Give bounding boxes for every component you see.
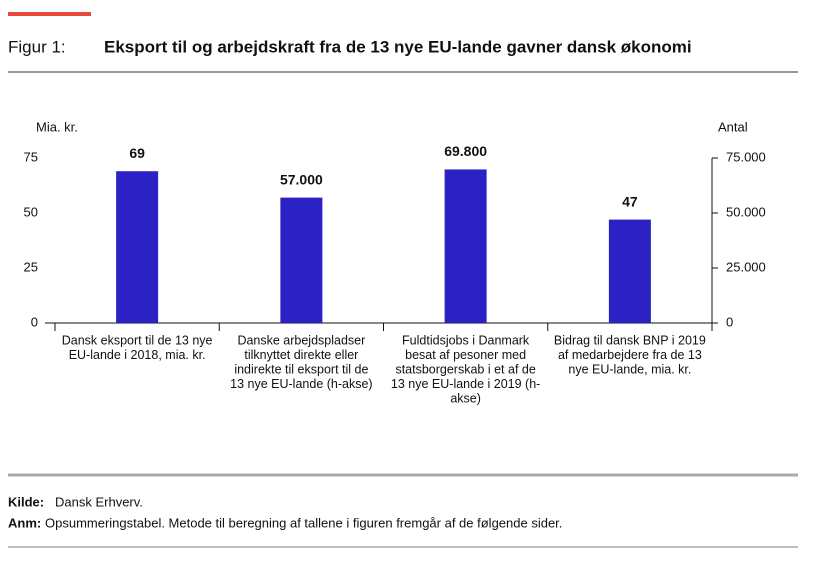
x-tick-label: akse): [450, 391, 481, 405]
y-tick-label: 50: [24, 204, 38, 219]
source-label: Kilde:: [8, 494, 44, 509]
note-label: Anm:: [8, 515, 41, 530]
accent-bar: [8, 12, 91, 16]
chart-title: Eksport til og arbejdskraft fra de 13 ny…: [104, 37, 692, 56]
x-tick-label: 13 nye EU-lande i 2019 (h-: [391, 377, 540, 391]
value-label: 69.800: [444, 143, 487, 159]
y-axis-label: Mia. kr.: [36, 119, 78, 134]
x-tick-label: tilknyttet direkte eller: [244, 348, 358, 362]
y2-axis-label: Antal: [718, 119, 748, 134]
x-tick-label: besat af pesoner med: [405, 348, 526, 362]
y-tick-label: 25: [24, 259, 38, 274]
note: Opsummeringstabel. Metode til beregning …: [45, 515, 562, 530]
bar: [280, 197, 323, 323]
x-tick-label: af medarbejdere fra de 13: [558, 348, 702, 362]
x-tick-label: statsborgerskab i et af de: [395, 362, 535, 376]
x-tick-label: indirekte til eksport til de: [234, 362, 368, 376]
y2-tick-label: 25.000: [726, 259, 766, 274]
y2-tick-label: 50.000: [726, 204, 766, 219]
x-tick-label: Bidrag til dansk BNP i 2019: [554, 333, 706, 347]
x-tick-label: Danske arbejdspladser: [237, 333, 365, 347]
y-tick-label: 75: [24, 149, 38, 164]
bar: [444, 169, 487, 323]
x-tick-label: Fuldtidsjobs i Danmark: [402, 333, 530, 347]
y2-tick-label: 75.000: [726, 149, 766, 164]
x-tick-label: Dansk eksport til de 13 nye: [62, 333, 213, 347]
value-label: 57.000: [280, 171, 323, 187]
source: Dansk Erhverv.: [55, 494, 143, 509]
x-tick-label: nye EU-lande, mia. kr.: [568, 362, 691, 376]
x-tick-label: EU-lande i 2018, mia. kr.: [69, 348, 206, 362]
value-label: 47: [622, 193, 638, 209]
y2-tick-label: 0: [726, 314, 733, 329]
bar: [608, 219, 651, 323]
figure-label: Figur 1:: [8, 37, 66, 56]
bar: [116, 171, 159, 323]
x-tick-label: 13 nye EU-lande (h-akse): [230, 377, 372, 391]
value-label: 69: [129, 145, 145, 161]
y-tick-label: 0: [31, 314, 38, 329]
